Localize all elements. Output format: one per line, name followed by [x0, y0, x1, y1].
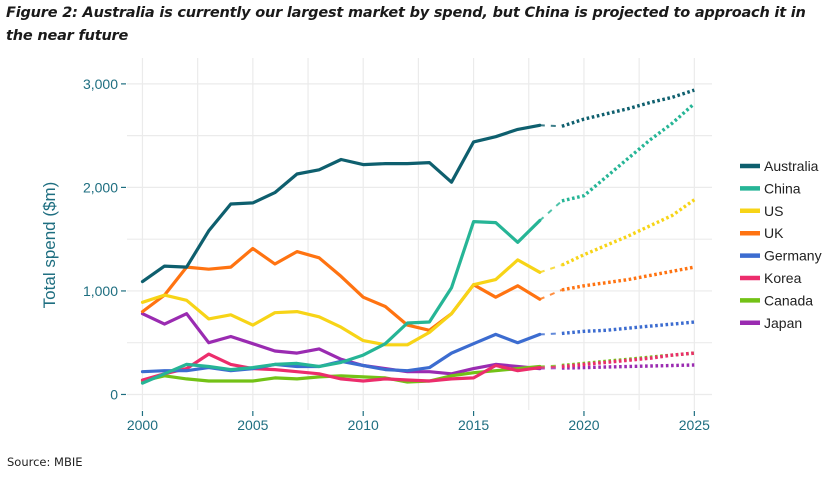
x-tick-label: 2020 [568, 417, 599, 433]
x-tick-label: 2000 [127, 417, 158, 433]
legend-item-australia: Australia [740, 158, 819, 174]
series-line-korea [140, 352, 542, 383]
legend-item-china: China [740, 180, 801, 196]
projection-line-china [561, 102, 696, 203]
series-line-china [140, 218, 542, 385]
x-tick-label: 2015 [458, 417, 489, 433]
series-lines [140, 88, 696, 385]
projection-line-germany [561, 320, 695, 336]
line-chart: 0 1,000 2,000 3,000 2000 2005 2010 2015 2020 2025… [40, 58, 822, 433]
projection-line-canada [561, 351, 695, 368]
legend-item-canada: Canada [740, 292, 813, 308]
projection-transition-australia [539, 124, 562, 128]
projection-transition-korea [539, 365, 562, 369]
series-line-us [140, 258, 542, 347]
projection-transition-germany [539, 332, 562, 336]
legend-label: Japan [764, 315, 802, 331]
projection-line-uk [561, 265, 695, 292]
projection-transition-japan [539, 367, 562, 370]
legend-label: Korea [764, 270, 802, 286]
axes: 0 1,000 2,000 3,000 2000 2005 2010 2015 2020 2025 [83, 76, 710, 433]
projection-transition-uk [539, 288, 563, 301]
legend-label: Australia [764, 158, 819, 174]
legend-label: China [764, 180, 801, 196]
legend-label: UK [764, 225, 784, 241]
legend-label: Canada [764, 292, 813, 308]
x-tick-label: 2010 [348, 417, 379, 433]
x-tick-label: 2005 [237, 417, 268, 433]
legend-item-korea: Korea [740, 270, 802, 286]
y-tick-label: 2,000 [83, 179, 118, 195]
series-line-japan [140, 312, 542, 376]
projection-transition-canada [539, 364, 562, 368]
legend-item-uk: UK [740, 225, 784, 241]
projection-line-japan [561, 363, 695, 370]
legend-item-us: US [740, 203, 783, 219]
legend-label: Germany [764, 248, 822, 264]
legend-item-germany: Germany [740, 248, 822, 264]
figure-title: Figure 2: Australia is currently our lar… [6, 5, 806, 44]
grid-lines [127, 58, 712, 410]
legend-label: US [764, 203, 783, 219]
y-axis-title: Total spend ($m) [40, 182, 59, 309]
source-note: Source: MBIE [7, 455, 83, 469]
projection-transition-us [539, 264, 563, 274]
y-tick-label: 0 [110, 386, 118, 402]
y-tick-label: 3,000 [83, 76, 118, 92]
projection-line-korea [561, 351, 695, 369]
y-tick-label: 1,000 [83, 283, 118, 299]
x-tick-label: 2025 [679, 417, 710, 433]
projection-line-australia [561, 88, 695, 128]
series-line-australia [140, 123, 542, 284]
series-line-canada [140, 364, 542, 384]
projection-line-us [561, 198, 696, 267]
legend: Australia China US UK Germany Korea Canada Japa… [740, 158, 822, 331]
projection-transition-china [539, 200, 563, 222]
series-line-uk [140, 246, 542, 332]
legend-item-japan: Japan [740, 315, 802, 331]
